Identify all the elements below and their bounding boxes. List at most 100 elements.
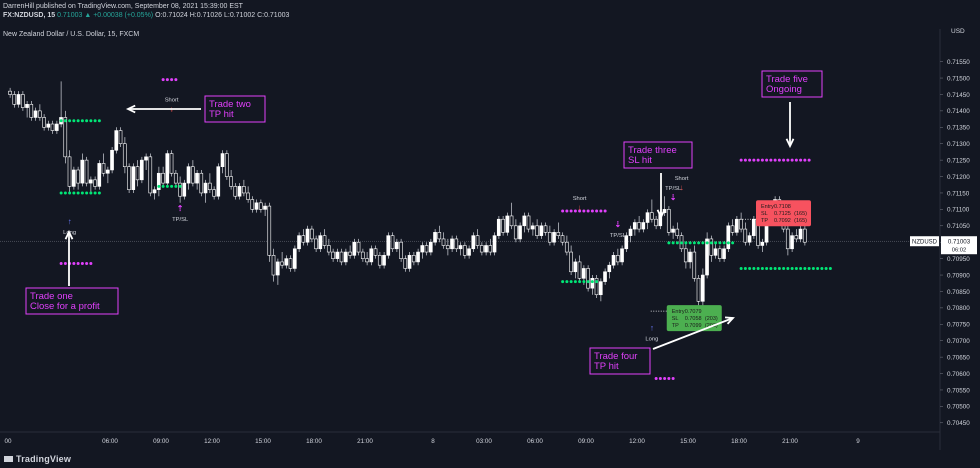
level-dot (573, 209, 577, 213)
candle (454, 238, 459, 250)
candle (594, 278, 599, 296)
candle (343, 251, 348, 263)
level-dot (697, 241, 701, 245)
level-dot (89, 119, 93, 123)
level-dot (684, 241, 688, 245)
candle (33, 110, 38, 118)
candle (54, 123, 59, 131)
candle (403, 258, 408, 269)
level-dot (63, 119, 67, 123)
annotation-text: Trade five (766, 74, 808, 85)
candle (539, 225, 544, 236)
candle (331, 251, 335, 259)
y-tick-label: 0.70550 (947, 387, 970, 394)
candle (509, 215, 514, 227)
level-dot (680, 241, 684, 245)
level-dot (578, 280, 582, 284)
candle (148, 156, 153, 194)
level-dot (590, 280, 594, 284)
annotation-box (204, 95, 266, 123)
candle (577, 261, 582, 279)
level-dot (777, 266, 781, 270)
candle (747, 235, 752, 243)
level-dot (765, 158, 769, 162)
candle (88, 179, 93, 184)
candle (182, 182, 187, 197)
candle (611, 255, 616, 266)
level-dot (170, 184, 174, 188)
candle (543, 225, 548, 233)
candle (641, 222, 646, 230)
tradingview-logo: TradingView (4, 454, 71, 464)
level-dot (777, 158, 781, 162)
candle (237, 186, 242, 197)
level-dot (89, 262, 93, 266)
candle (29, 104, 34, 118)
x-tick-label: 09:00 (153, 438, 169, 445)
candle (241, 186, 246, 194)
candle (169, 153, 174, 174)
level-dot (165, 184, 169, 188)
level-dot (72, 262, 76, 266)
annotation-box (623, 141, 693, 169)
level-dot (743, 158, 747, 162)
annotation-arrow-head-icon (64, 229, 74, 240)
candle (624, 235, 629, 250)
level-dot (743, 266, 747, 270)
candle (114, 130, 119, 151)
annotation-arrow-head-icon (656, 209, 666, 220)
candle (258, 202, 263, 210)
level-dot (722, 241, 726, 245)
candle (700, 274, 705, 302)
candles-group (8, 81, 807, 315)
candle (67, 156, 72, 187)
publish-info: DarrenHill published on TradingView.com,… (3, 3, 243, 10)
trade-box-field-label: Entry (672, 309, 685, 315)
candle (212, 189, 216, 197)
candle (717, 248, 722, 259)
candle (492, 235, 497, 253)
level-dot (157, 184, 161, 188)
candle (696, 278, 701, 302)
candle (309, 228, 314, 240)
level-dot (582, 280, 586, 284)
candle (637, 222, 641, 230)
candle (484, 245, 488, 253)
candle (46, 123, 51, 128)
level-dot (782, 158, 786, 162)
marker-label: Short (165, 97, 179, 103)
tradingview-logo-icon (4, 456, 13, 462)
trade-box-field-label: SL (672, 316, 679, 322)
level-dot (667, 376, 671, 380)
annotation-arrow (652, 317, 734, 350)
level-dot (178, 184, 182, 188)
level-dot (803, 158, 807, 162)
x-tick-label: 9 (856, 438, 860, 445)
level-dot (586, 209, 590, 213)
candle (369, 248, 374, 263)
level-dot (786, 158, 790, 162)
candle (547, 232, 552, 243)
candle (377, 255, 382, 266)
candle (318, 235, 323, 250)
marker-arrow-icon: ⇣ (615, 220, 622, 229)
x-tick-label: 06:00 (527, 438, 543, 445)
level-dot (72, 119, 76, 123)
level-dot (811, 266, 815, 270)
candle (428, 241, 433, 253)
level-dot (561, 280, 565, 284)
candle (348, 251, 352, 256)
level-dot (174, 184, 178, 188)
y-tick-label: 0.70800 (947, 305, 970, 312)
level-dot (773, 266, 777, 270)
candle (445, 245, 450, 250)
x-tick-label: 15:00 (680, 438, 696, 445)
candle (131, 166, 136, 190)
candle (390, 235, 395, 250)
level-dot (828, 266, 832, 270)
candle (71, 169, 76, 187)
annotation-box (761, 70, 823, 98)
candle (450, 238, 454, 250)
candle (97, 163, 102, 187)
